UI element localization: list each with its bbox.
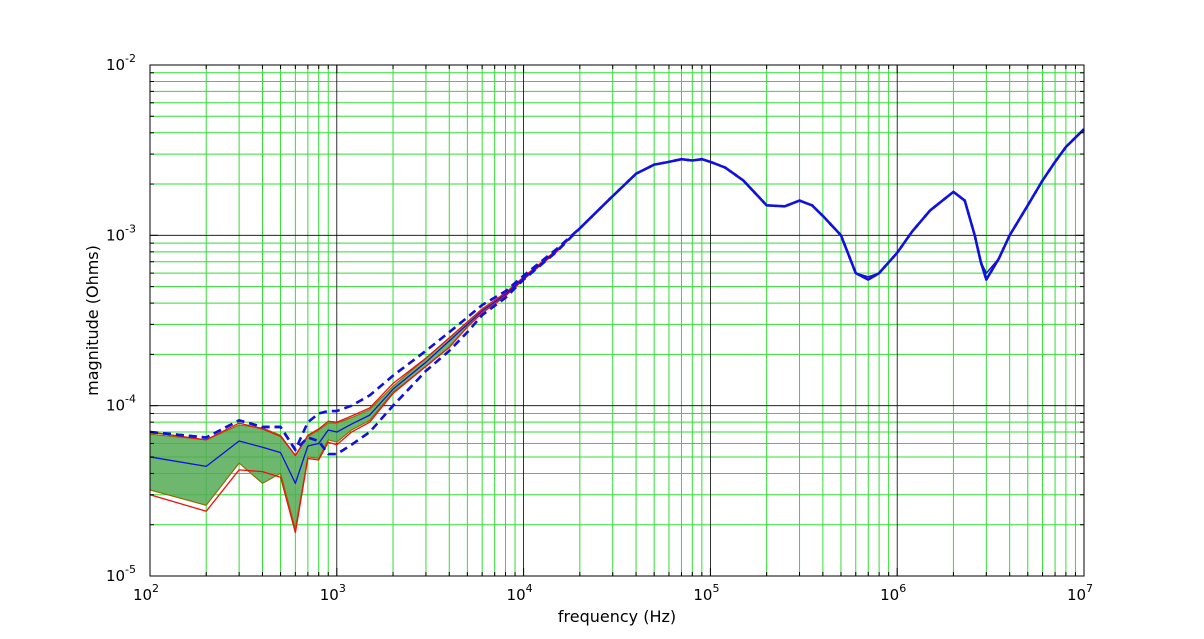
x-axis-label: frequency (Hz)	[558, 607, 676, 626]
x-tick-label: 106	[880, 582, 906, 604]
x-tick-label: 102	[133, 582, 159, 604]
minor-grid	[150, 65, 1084, 576]
tick-base: 10	[106, 397, 125, 415]
x-tick-label: 104	[507, 582, 533, 604]
y-tick-label: 10-3	[106, 222, 136, 244]
series-lines	[149, 128, 1085, 534]
tick-exponent: 4	[526, 582, 533, 595]
tick-base: 10	[106, 56, 125, 74]
tick-exponent: 2	[152, 582, 159, 595]
plot-frame	[149, 64, 1085, 577]
y-tick-labels: 10-510-410-310-2	[106, 52, 136, 585]
x-tick-label: 105	[693, 582, 719, 604]
y-tick-label: 10-2	[106, 52, 136, 74]
tick-base: 10	[106, 226, 125, 244]
y-tick-label: 10-5	[106, 563, 136, 585]
tick-base: 10	[1067, 586, 1086, 604]
y-axis-label: magnitude (Ohms)	[83, 245, 102, 396]
tick-base: 10	[693, 586, 712, 604]
tick-exponent: -5	[125, 563, 136, 576]
tick-exponent: 6	[899, 582, 906, 595]
tick-exponent: 3	[339, 582, 346, 595]
x-tick-labels: 102 103 104 105 106 107	[133, 582, 1093, 604]
tick-base: 10	[133, 586, 152, 604]
y-tick-label: 10-4	[106, 393, 136, 415]
tick-base: 10	[507, 586, 526, 604]
tick-base: 10	[320, 586, 339, 604]
tick-exponent: 5	[712, 582, 719, 595]
tick-base: 10	[880, 586, 899, 604]
tick-base: 10	[106, 567, 125, 585]
tick-exponent: -2	[125, 52, 136, 65]
tick-exponent: 7	[1086, 582, 1093, 595]
axis-ticks	[149, 64, 1085, 577]
tick-exponent: -4	[125, 393, 136, 406]
x-tick-label: 107	[1067, 582, 1093, 604]
tick-exponent: -3	[125, 222, 136, 235]
series-line-6	[149, 128, 1085, 456]
x-tick-label: 103	[320, 582, 346, 604]
